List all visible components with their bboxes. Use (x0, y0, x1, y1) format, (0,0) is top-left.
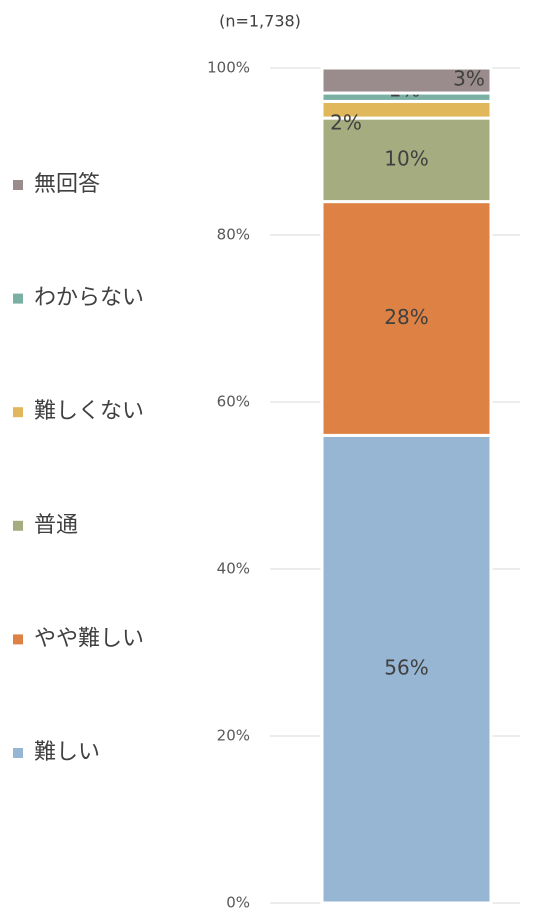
legend-label: やや難しい (34, 626, 144, 651)
data-label: 10% (384, 146, 428, 170)
legend-label: 難しい (34, 740, 100, 765)
legend-swatch (13, 520, 23, 531)
data-label: 28% (384, 305, 428, 329)
legend-swatch (13, 407, 23, 418)
data-label: 2% (330, 111, 362, 135)
legend-swatch (13, 293, 23, 304)
y-tick-label: 40% (217, 560, 250, 578)
bar-segment (320, 66, 493, 95)
data-label: 3% (453, 67, 485, 91)
y-tick-label: 0% (226, 894, 250, 911)
legend-swatch (13, 748, 23, 758)
legend-label: わからない (34, 286, 144, 311)
bar-segment (320, 200, 493, 437)
data-label: 56% (384, 656, 428, 680)
y-tick-label: 60% (217, 393, 250, 411)
legend-swatch (13, 180, 23, 190)
y-tick-label: 80% (217, 226, 250, 244)
legend-swatch (13, 634, 23, 645)
bar-segment (320, 116, 493, 204)
legend-label: 難しくない (34, 399, 144, 424)
y-tick-label: 100% (207, 59, 250, 77)
legend-label: 無回答 (34, 172, 100, 197)
bar-segment (320, 433, 493, 905)
legend-label: 普通 (34, 513, 78, 538)
y-tick-label: 20% (217, 727, 250, 745)
chart-subtitle: (n=1,738) (219, 12, 301, 31)
